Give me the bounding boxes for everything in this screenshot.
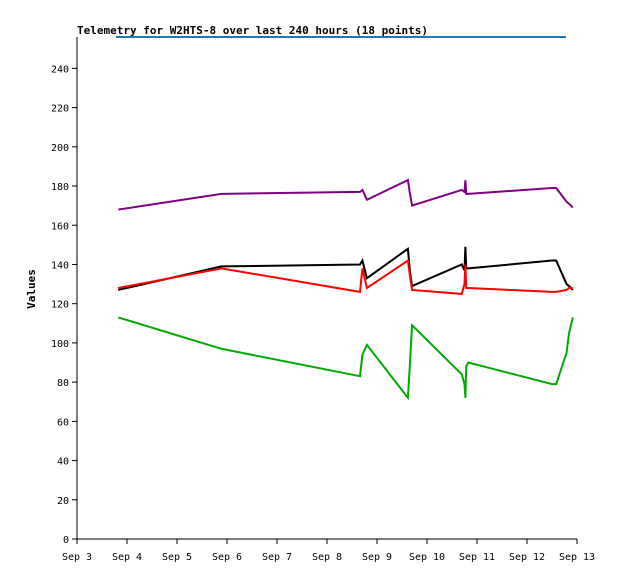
series-line-2 <box>118 246 574 291</box>
x-tick-label: Sep 5 <box>162 552 192 563</box>
y-tick-label: 160 <box>51 221 69 232</box>
x-tick-label: Sep 6 <box>212 552 242 563</box>
y-tick-label: 20 <box>57 496 69 507</box>
x-tick-label: Sep 13 <box>559 552 595 563</box>
y-tick-label: 80 <box>57 378 69 389</box>
y-tick-label: 140 <box>51 260 69 271</box>
y-tick-label: 180 <box>51 182 69 193</box>
x-tick-label: Sep 4 <box>112 552 142 563</box>
y-tick-label: 200 <box>51 143 69 154</box>
series-line-3 <box>118 258 573 295</box>
x-tick-label: Sep 9 <box>362 552 392 563</box>
y-tick-label: 240 <box>51 64 69 75</box>
x-tick-label: Sep 8 <box>312 552 342 563</box>
series-line-1 <box>118 178 574 211</box>
y-tick-label: 60 <box>57 417 69 428</box>
y-tick-label: 0 <box>63 535 69 546</box>
y-tick-label: 120 <box>51 300 69 311</box>
series-line-4 <box>117 316 574 401</box>
y-tick-label: 220 <box>51 104 69 115</box>
y-tick-label: 40 <box>57 457 69 468</box>
chart-title: Telemetry for W2HTS-8 over last 240 hour… <box>77 24 428 37</box>
x-tick-label: Sep 10 <box>409 552 445 563</box>
x-tick-label: Sep 3 <box>62 552 92 563</box>
axes: 0 20 40 60 80 100 120 140 160 180 200 220 240 Sep 3 Se… <box>51 36 595 563</box>
series-lines <box>117 178 574 401</box>
y-tick-label: 100 <box>51 339 69 350</box>
x-tick-label: Sep 12 <box>509 552 545 563</box>
x-tick-label: Sep 7 <box>262 552 292 563</box>
y-axis-title: Values <box>25 269 38 309</box>
x-tick-label: Sep 11 <box>459 552 495 563</box>
